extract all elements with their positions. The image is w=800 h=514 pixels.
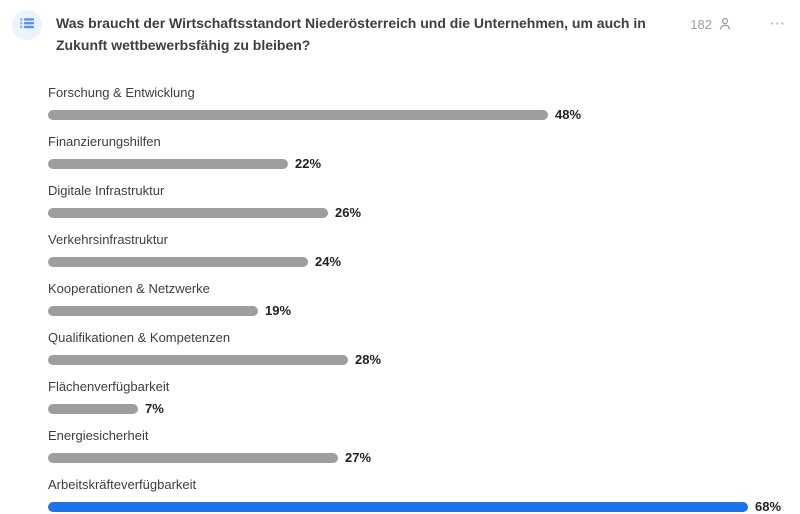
result-bar bbox=[48, 109, 548, 120]
bar-line: 68% bbox=[48, 499, 800, 514]
header-toolbar: 182 ··· bbox=[690, 9, 786, 32]
option-label: Arbeitskräfteverfügbarkeit bbox=[48, 477, 197, 492]
result-bar bbox=[48, 354, 348, 365]
option-label: Verkehrsinfrastruktur bbox=[48, 232, 168, 247]
percent-value: 19% bbox=[265, 303, 292, 318]
bar-line: 27% bbox=[48, 450, 800, 465]
option-label: Qualifikationen & Kompetenzen bbox=[48, 330, 231, 345]
option-label: Flächenverfügbarkeit bbox=[48, 379, 170, 394]
percent-value: 48% bbox=[555, 107, 582, 122]
question-title: Was braucht der Wirtschaftsstandort Nied… bbox=[56, 15, 646, 53]
result-bar bbox=[48, 158, 288, 169]
question-header: Was braucht der Wirtschaftsstandort Nied… bbox=[0, 0, 800, 56]
bar-line: 28% bbox=[48, 352, 800, 367]
bar-line: 7% bbox=[48, 401, 800, 416]
bar-line: 19% bbox=[48, 303, 800, 318]
result-row: Forschung & Entwicklung 48% bbox=[48, 85, 800, 122]
result-bar bbox=[48, 305, 258, 316]
option-label: Kooperationen & Netzwerke bbox=[48, 281, 210, 296]
result-bar bbox=[48, 501, 748, 512]
bar-line: 22% bbox=[48, 156, 800, 171]
bulleted-list-icon bbox=[19, 15, 35, 36]
result-bar bbox=[48, 207, 328, 218]
result-row: Energiesicherheit 27% bbox=[48, 428, 800, 465]
percent-value: 22% bbox=[295, 156, 322, 171]
poll-results-chart: Forschung & Entwicklung 48% Finanzierung… bbox=[0, 56, 800, 514]
bar-line: 26% bbox=[48, 205, 800, 220]
more-options-button[interactable]: ··· bbox=[770, 16, 786, 31]
respondents-count: 182 bbox=[690, 16, 712, 32]
percent-value: 7% bbox=[145, 401, 164, 416]
option-label: Digitale Infrastruktur bbox=[48, 183, 165, 198]
result-row: Arbeitskräfteverfügbarkeit 68% bbox=[48, 477, 800, 514]
percent-value: 26% bbox=[335, 205, 362, 220]
result-bar bbox=[48, 256, 308, 267]
question-type-badge bbox=[12, 10, 42, 40]
result-row: Finanzierungshilfen 22% bbox=[48, 134, 800, 171]
result-row: Digitale Infrastruktur 26% bbox=[48, 183, 800, 220]
result-row: Kooperationen & Netzwerke 19% bbox=[48, 281, 800, 318]
percent-value: 24% bbox=[315, 254, 342, 269]
option-label: Energiesicherheit bbox=[48, 428, 149, 443]
percent-value: 27% bbox=[345, 450, 372, 465]
bar-line: 48% bbox=[48, 107, 800, 122]
person-icon bbox=[717, 16, 733, 32]
result-row: Qualifikationen & Kompetenzen 28% bbox=[48, 330, 800, 367]
percent-value: 28% bbox=[355, 352, 382, 367]
option-label: Forschung & Entwicklung bbox=[48, 85, 195, 100]
percent-value: 68% bbox=[755, 499, 782, 514]
result-row: Verkehrsinfrastruktur 24% bbox=[48, 232, 800, 269]
result-row: Flächenverfügbarkeit 7% bbox=[48, 379, 800, 416]
bar-line: 24% bbox=[48, 254, 800, 269]
result-bar bbox=[48, 403, 138, 414]
result-bar bbox=[48, 452, 338, 463]
option-label: Finanzierungshilfen bbox=[48, 134, 161, 149]
